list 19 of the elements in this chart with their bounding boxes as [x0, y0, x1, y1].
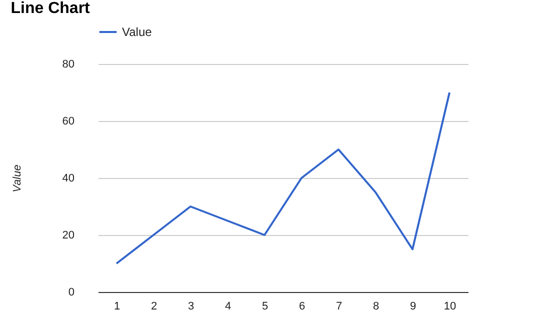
x-tick-label: 2 [150, 300, 158, 312]
y-tick-label: 40 [62, 172, 74, 184]
y-tick-label: 20 [62, 230, 74, 242]
x-tick-label: 9 [410, 300, 416, 312]
y-tick-label: 80 [62, 58, 74, 70]
x-tick-label: 4 [224, 300, 232, 312]
x-tick-label: 6 [298, 300, 306, 312]
y-tick-label: 0 [68, 286, 74, 298]
x-tick-label: 3 [188, 300, 194, 312]
x-tick-label: 1 [114, 300, 120, 312]
y-tick-label: 60 [62, 116, 74, 128]
x-tick-label: 8 [372, 300, 380, 312]
x-tick-label: 5 [262, 300, 268, 312]
legend-label: Value [122, 25, 152, 39]
x-tick-label: 7 [336, 300, 342, 312]
x-tick-label: 10 [444, 300, 456, 312]
chart-title: Line Chart [10, 0, 91, 17]
line-series [116, 92, 450, 264]
y-axis-title: Value [11, 164, 24, 192]
